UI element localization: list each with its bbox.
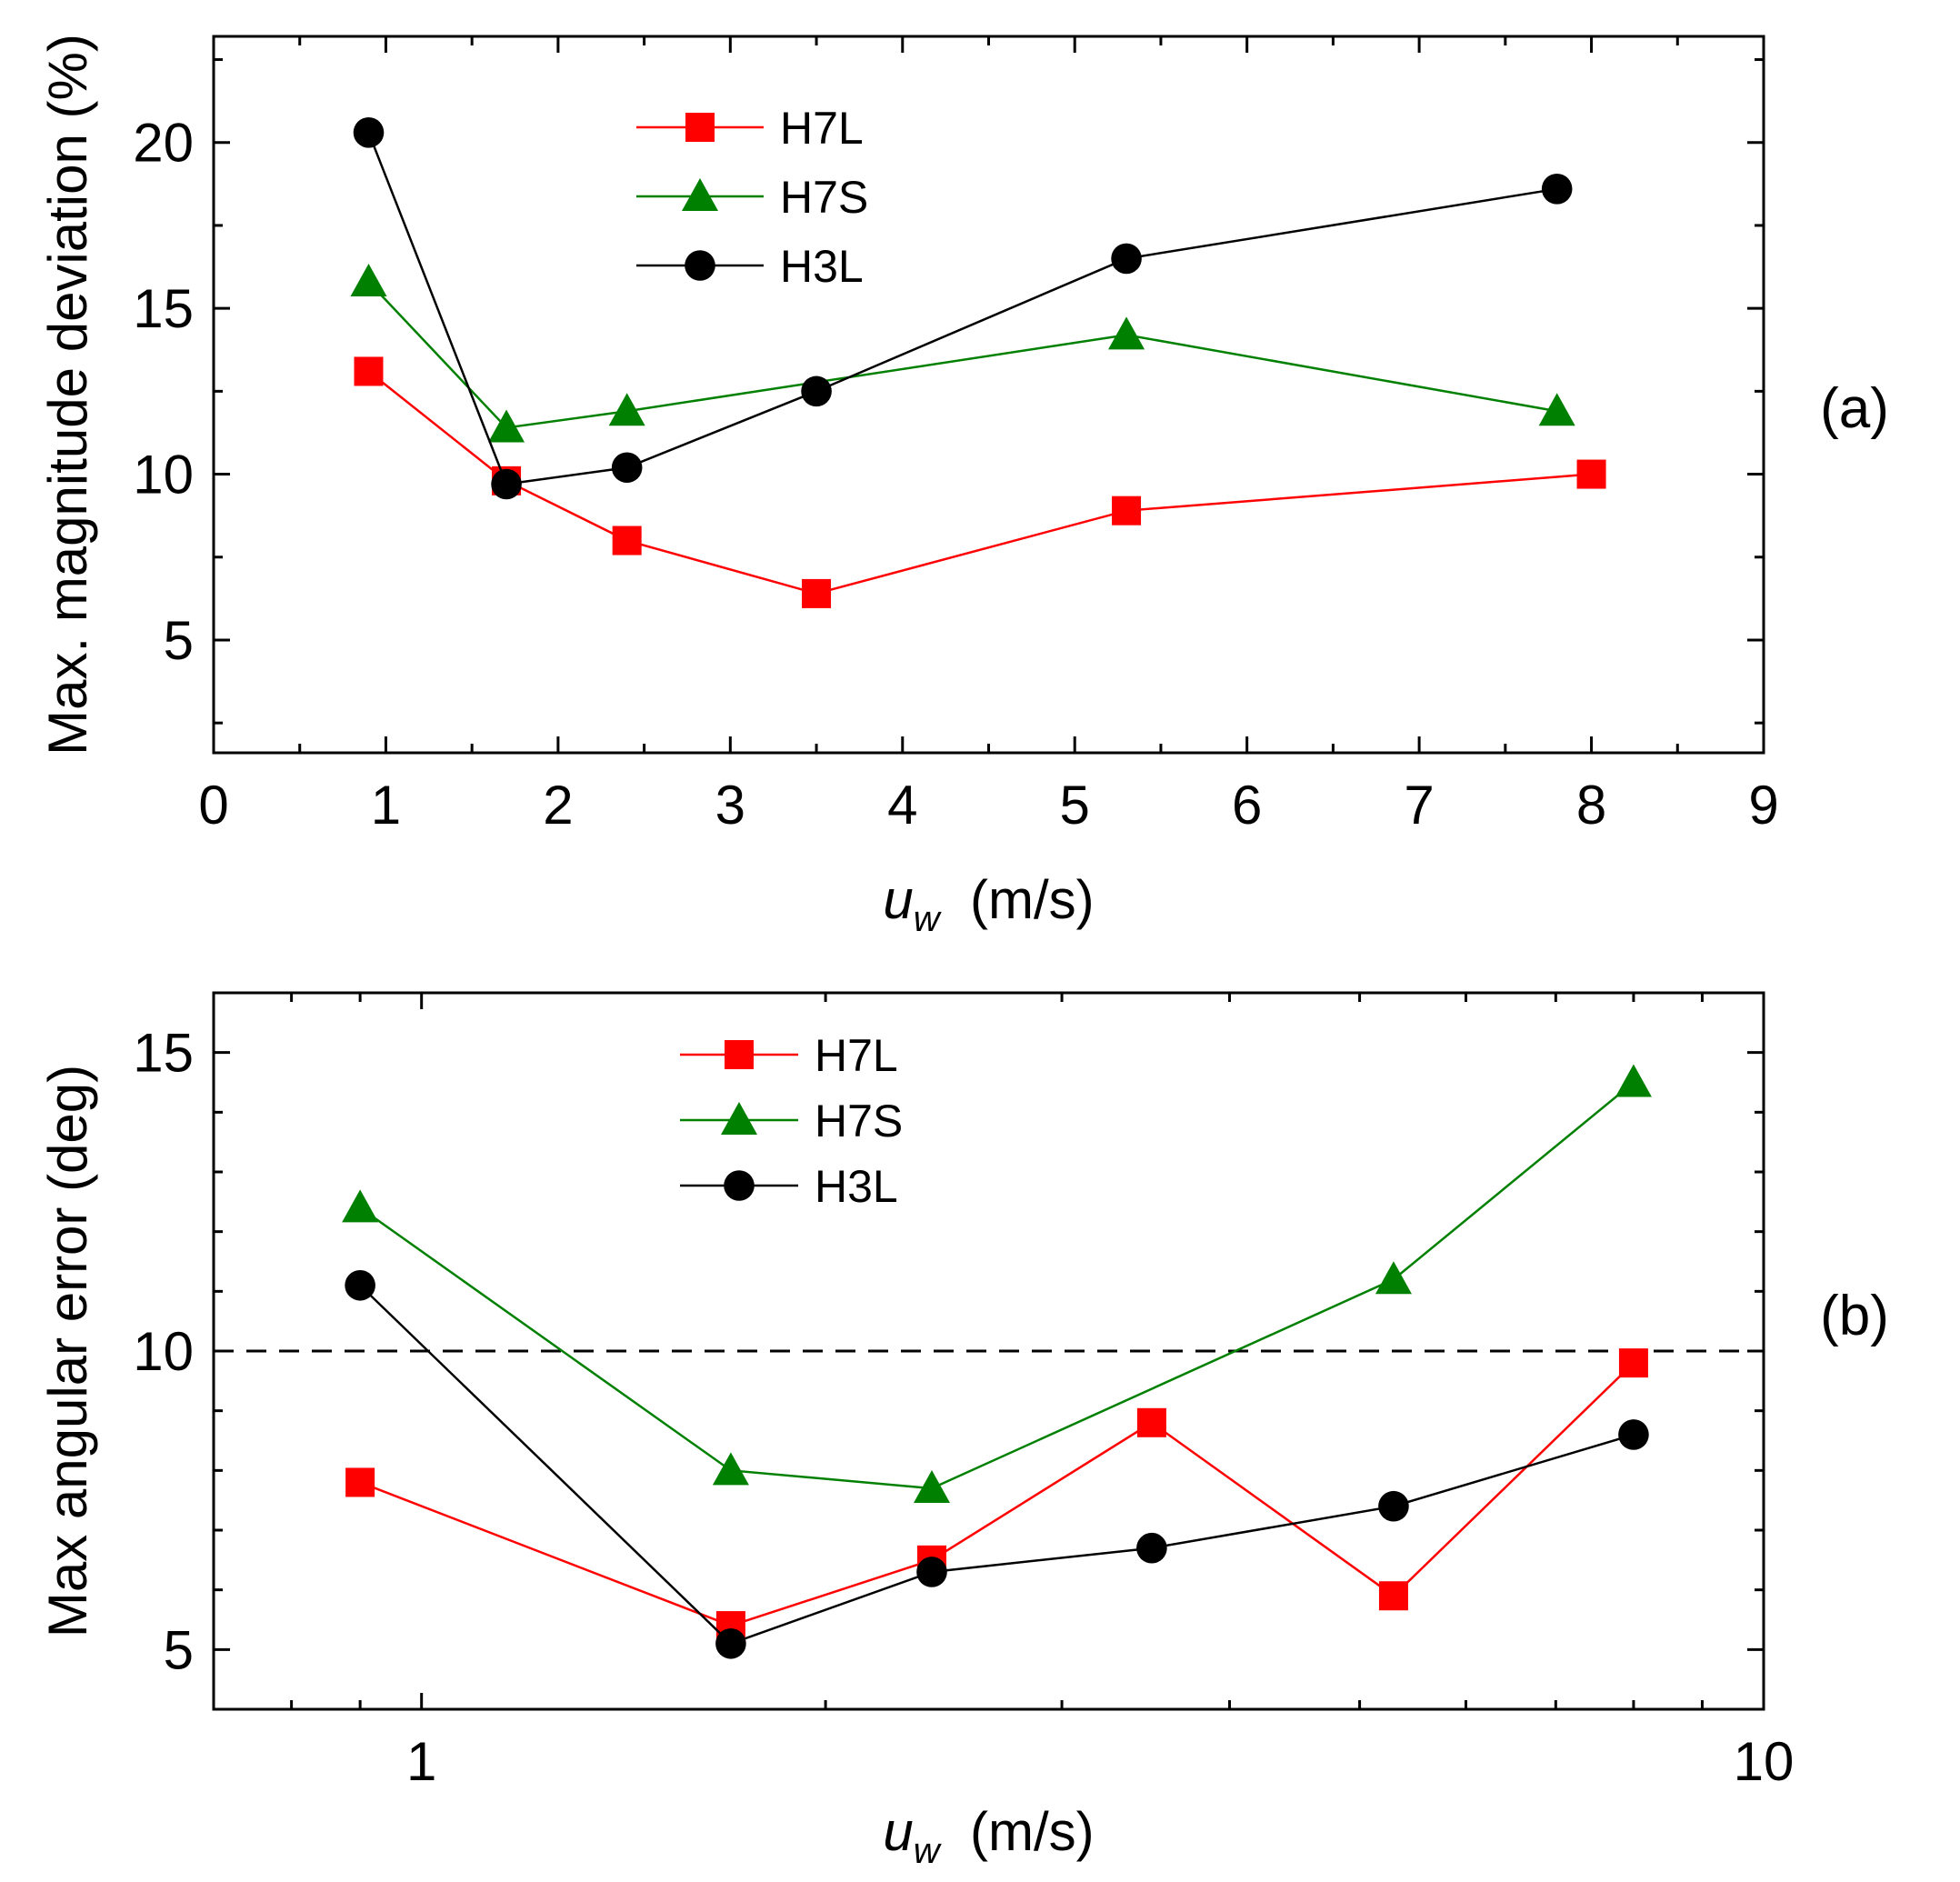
data-point bbox=[354, 356, 384, 386]
legend-label: H7S bbox=[780, 172, 868, 223]
legend-label: H7S bbox=[815, 1096, 903, 1146]
legend-item: H7L bbox=[636, 103, 864, 154]
legend-item: H7S bbox=[636, 172, 868, 223]
data-point bbox=[1541, 174, 1573, 205]
data-point bbox=[1375, 1261, 1412, 1295]
legend-item: H3L bbox=[680, 1161, 898, 1212]
legend-item: H7L bbox=[680, 1030, 898, 1081]
series-H3L bbox=[353, 116, 1573, 500]
legend-marker bbox=[685, 113, 715, 142]
series-line bbox=[359, 1362, 1635, 1627]
legend-item: H7S bbox=[680, 1096, 903, 1146]
series-line bbox=[359, 1284, 1635, 1646]
data-point bbox=[1576, 459, 1606, 489]
series-H7L bbox=[354, 356, 1606, 608]
y-tick-label: 15 bbox=[133, 278, 194, 339]
x-tick-label: 7 bbox=[1404, 775, 1434, 836]
series-H7L bbox=[345, 1348, 1648, 1641]
series-H7S bbox=[342, 1064, 1652, 1504]
y-tick-label: 5 bbox=[164, 610, 194, 671]
data-point bbox=[345, 1269, 375, 1301]
panel-a: 0 1 2 3 4 5 6 7 8 9 5 10 15 20 H7L H7S H3L (a) uw (m/s) Max… bbox=[37, 34, 1889, 939]
x-tick-label: 3 bbox=[715, 775, 745, 836]
plot-frame bbox=[212, 35, 1765, 755]
panel-b: 1 10 5 10 15 H7L H7S H3L (b) uw (m/s) Max angular … bbox=[37, 991, 1889, 1871]
data-point bbox=[1618, 1419, 1649, 1450]
legend-label: H3L bbox=[780, 241, 864, 292]
data-point bbox=[488, 409, 525, 443]
data-point bbox=[1378, 1581, 1408, 1611]
legend-label: H3L bbox=[815, 1161, 898, 1212]
series-line bbox=[367, 281, 1557, 429]
data-point bbox=[491, 468, 522, 500]
y-tick-label: 5 bbox=[164, 1619, 194, 1680]
data-point bbox=[913, 1470, 950, 1504]
x-axis-label: uw (m/s) bbox=[883, 869, 1094, 939]
x-tick-label: 2 bbox=[543, 775, 573, 836]
y-axis-label: Max angular error (deg) bbox=[37, 1065, 98, 1637]
x-tick-label: 10 bbox=[1734, 1731, 1795, 1792]
series-H7S bbox=[350, 263, 1575, 443]
y-tick-label: 15 bbox=[133, 1023, 194, 1084]
data-point bbox=[353, 116, 385, 148]
panel-label: (a) bbox=[1820, 377, 1889, 440]
data-point bbox=[1111, 243, 1142, 275]
legend-marker bbox=[685, 250, 715, 281]
series-line bbox=[367, 132, 1557, 486]
legend-marker bbox=[725, 1040, 754, 1069]
data-point bbox=[1378, 1490, 1409, 1522]
legend-marker bbox=[721, 1102, 757, 1135]
data-point bbox=[608, 393, 645, 426]
data-point bbox=[345, 1467, 375, 1497]
panel-label: (b) bbox=[1820, 1285, 1889, 1347]
data-point bbox=[1618, 1348, 1648, 1378]
series-line bbox=[367, 370, 1592, 596]
data-point bbox=[1108, 316, 1145, 350]
x-axis-label: uw (m/s) bbox=[883, 1801, 1094, 1871]
data-point bbox=[342, 1189, 379, 1223]
series-H3L bbox=[345, 1269, 1649, 1659]
x-tick-label: 5 bbox=[1060, 775, 1090, 836]
y-axis-label: Max. magnitude deviation (%) bbox=[37, 34, 98, 756]
x-tick-label: 9 bbox=[1748, 775, 1778, 836]
data-point bbox=[916, 1557, 947, 1587]
data-point bbox=[612, 526, 642, 556]
data-point bbox=[801, 375, 832, 407]
legend-marker bbox=[724, 1170, 755, 1201]
data-point bbox=[712, 1452, 749, 1486]
x-tick-label: 0 bbox=[198, 775, 228, 836]
data-point bbox=[802, 578, 832, 608]
x-tick-label: 4 bbox=[887, 775, 917, 836]
legend-label: H7L bbox=[780, 103, 864, 154]
data-point bbox=[1136, 1532, 1167, 1564]
x-tick-label: 8 bbox=[1576, 775, 1606, 836]
y-tick-label: 10 bbox=[133, 1321, 194, 1382]
data-point bbox=[1112, 496, 1142, 526]
series-line bbox=[359, 1081, 1635, 1490]
data-point bbox=[611, 452, 643, 484]
y-tick-label: 10 bbox=[133, 445, 194, 506]
legend-label: H7L bbox=[815, 1030, 898, 1081]
y-tick-label: 20 bbox=[133, 113, 194, 174]
x-tick-label: 1 bbox=[371, 775, 401, 836]
data-point bbox=[350, 263, 387, 296]
legend-item: H3L bbox=[636, 241, 864, 292]
data-point bbox=[715, 1627, 746, 1659]
legend-marker bbox=[682, 178, 718, 211]
data-point bbox=[1538, 393, 1575, 426]
data-point bbox=[1615, 1064, 1652, 1097]
x-tick-label: 6 bbox=[1232, 775, 1262, 836]
x-tick-label: 1 bbox=[406, 1731, 436, 1792]
data-point bbox=[1136, 1407, 1166, 1437]
